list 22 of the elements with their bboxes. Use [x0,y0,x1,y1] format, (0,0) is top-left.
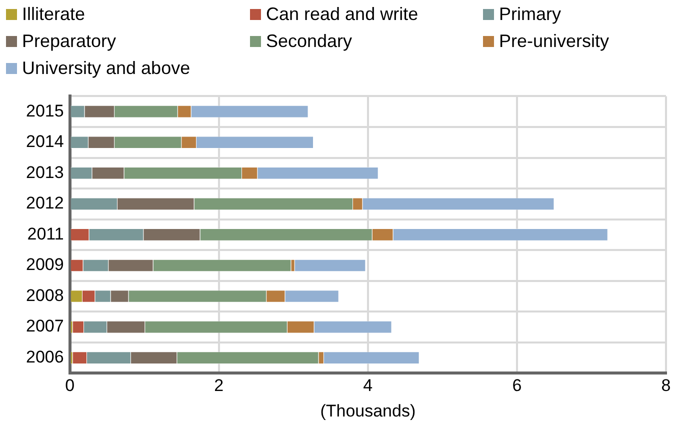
legend-label: University and above [22,58,190,79]
y-tick-label: 2011 [27,224,64,244]
x-tick-label: 0 [65,376,75,396]
legend-label: Primary [499,4,561,25]
legend-label: Illiterate [22,4,86,25]
y-tick-label: 2015 [26,101,64,120]
x-tick-label: 4 [363,376,373,396]
y-tick-label: 2012 [26,194,64,213]
legend-label: Secondary [266,31,352,52]
legend-label: Pre-university [499,31,610,52]
y-tick-label: 2008 [26,286,64,305]
y-tick-label: 2014 [26,132,64,152]
legend-label: Preparatory [22,31,116,52]
y-tick-label: 2006 [26,348,64,366]
y-tick-label: 2009 [26,255,64,274]
x-tick-label: 6 [512,376,522,396]
x-axis-title: (Thousands) [320,401,416,420]
y-tick-label: 2007 [26,316,64,336]
legend-label: Can read and write [266,4,418,25]
y-tick-label: 2013 [26,162,64,182]
x-tick-label: 2 [214,376,224,396]
x-tick-label: 8 [661,376,671,396]
